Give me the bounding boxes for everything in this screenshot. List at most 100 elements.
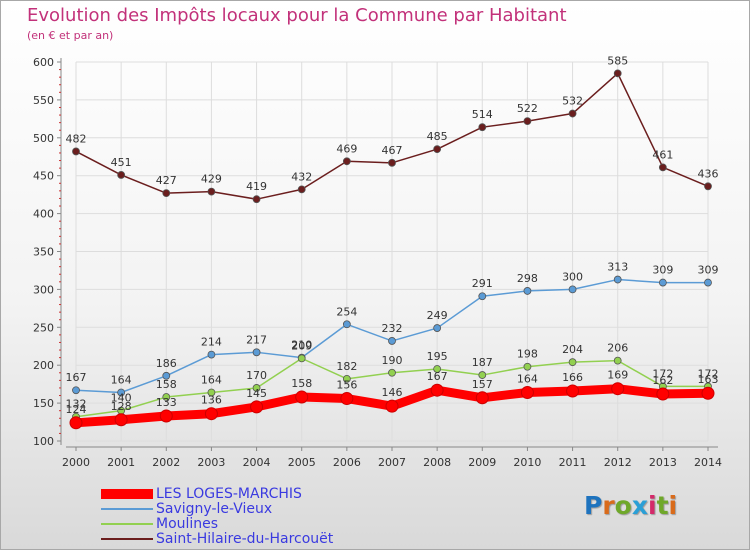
data-label: 514 [472, 108, 493, 121]
data-label: 136 [201, 394, 222, 407]
data-label: 419 [246, 180, 267, 193]
data-point [523, 362, 532, 371]
data-point [433, 324, 442, 332]
data-label: 298 [517, 272, 538, 285]
legend-label: Savigny-le-Vieux [156, 501, 273, 517]
data-point [388, 158, 396, 167]
data-point [568, 358, 577, 367]
data-label: 145 [246, 387, 267, 400]
data-label: 163 [698, 373, 719, 386]
data-label: 482 [66, 132, 87, 145]
data-point [207, 350, 216, 359]
x-tick-label: 2008 [423, 456, 451, 469]
data-label: 432 [291, 170, 312, 183]
x-tick-label: 2004 [243, 456, 271, 469]
data-point [252, 348, 261, 357]
data-label: 429 [201, 173, 222, 186]
chart-title: Evolution des Impôts locaux pour la Comm… [27, 5, 567, 26]
data-point [478, 123, 487, 132]
logo-letter: P [584, 491, 603, 520]
y-tick-label: 300 [33, 283, 54, 296]
data-label: 172 [652, 367, 673, 380]
logo-letter: i [668, 491, 678, 520]
data-point [388, 368, 396, 377]
legend-swatch [101, 523, 153, 525]
data-label: 291 [472, 277, 493, 290]
data-label: 585 [607, 54, 628, 67]
x-tick-label: 2010 [513, 456, 541, 469]
legend-swatch [101, 489, 153, 499]
data-point [658, 163, 667, 172]
data-point [252, 384, 261, 392]
data-label: 467 [382, 144, 403, 157]
data-point [117, 171, 126, 179]
x-tick-label: 2006 [333, 456, 361, 469]
data-point [207, 388, 216, 397]
data-point [613, 275, 622, 284]
x-tick-label: 2000 [62, 456, 90, 469]
data-point [656, 387, 670, 401]
y-tick-label: 150 [33, 397, 54, 410]
logo-letter: x [631, 491, 648, 520]
legend-swatch [101, 508, 153, 510]
data-point [478, 292, 487, 301]
data-label: 427 [156, 174, 177, 187]
data-label: 164 [517, 372, 538, 385]
data-point [342, 320, 351, 329]
data-point [295, 390, 309, 404]
data-label: 210 [291, 339, 312, 352]
data-point [433, 365, 442, 373]
data-point [475, 391, 489, 405]
y-tick-label: 450 [33, 170, 54, 183]
data-point [611, 382, 625, 396]
x-tick-label: 2003 [197, 456, 225, 469]
data-label: 532 [562, 95, 583, 108]
data-point [523, 287, 532, 295]
data-label: 166 [562, 371, 583, 384]
data-label: 254 [336, 305, 357, 318]
data-label: 164 [111, 373, 132, 386]
x-tick-label: 2005 [288, 456, 316, 469]
data-point [340, 392, 354, 406]
data-point [478, 371, 487, 379]
y-tick-label: 550 [33, 94, 54, 107]
y-tick-label: 350 [33, 246, 54, 259]
data-label: 451 [111, 156, 132, 169]
data-point [250, 400, 264, 414]
data-label: 128 [111, 400, 132, 413]
x-tick-label: 2002 [152, 456, 180, 469]
x-tick-label: 2014 [694, 456, 722, 469]
data-label: 204 [562, 343, 583, 356]
x-tick-label: 2001 [107, 456, 135, 469]
y-tick-label: 600 [33, 56, 54, 69]
y-tick-label: 250 [33, 321, 54, 334]
data-point [114, 413, 128, 427]
data-label: 190 [382, 354, 403, 367]
data-label: 156 [336, 379, 357, 392]
data-label: 124 [66, 403, 87, 416]
data-label: 158 [156, 378, 177, 391]
logo-letter: o [614, 491, 632, 520]
x-tick-label: 2009 [468, 456, 496, 469]
data-point [252, 195, 261, 204]
data-label: 140 [111, 392, 132, 405]
data-point [388, 337, 396, 345]
data-point [613, 356, 622, 365]
data-label: 170 [246, 369, 267, 382]
proxiti-logo: Proxiti [584, 491, 677, 520]
data-label: 182 [336, 360, 357, 373]
data-point [162, 371, 171, 380]
data-label: 217 [246, 333, 267, 346]
data-label: 162 [652, 374, 673, 387]
data-label: 522 [517, 102, 538, 115]
data-label: 132 [66, 398, 87, 411]
data-label: 198 [517, 348, 538, 361]
x-tick-label: 2007 [378, 456, 406, 469]
data-point [430, 383, 444, 397]
data-label: 186 [156, 357, 177, 370]
y-tick-label: 500 [33, 132, 54, 145]
legend-swatch [101, 538, 153, 540]
logo-letter: r [602, 491, 615, 520]
